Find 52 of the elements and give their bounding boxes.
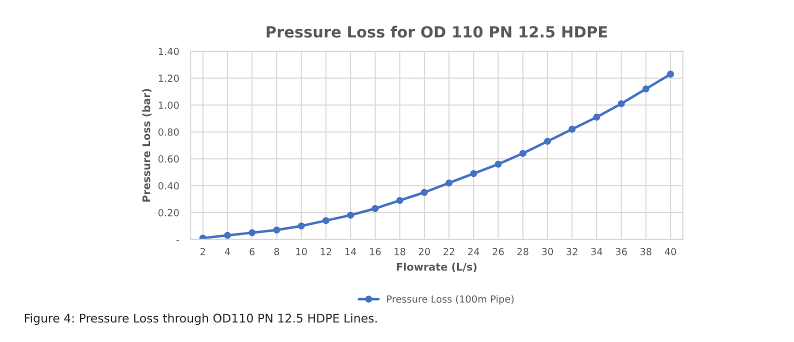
legend-label: Pressure Loss (100m Pipe) [387,295,514,305]
point [470,170,478,178]
x-tick-label: 22 [444,248,454,256]
x-tick-label: 10 [296,248,307,256]
y-axis-title: Pressure Loss (bar) [142,89,152,202]
x-tick-label: 12 [320,248,332,256]
point [568,126,576,133]
point [347,212,354,219]
point [519,150,526,157]
point [642,85,650,92]
y-tick-label: 1.00 [158,102,179,109]
x-tick-label: 2 [200,248,205,256]
y-tick-label: 0.60 [158,155,179,163]
x-tick-label: 4 [224,248,230,256]
point [322,217,330,224]
x-tick-label: 20 [418,248,430,256]
y-tick-label: - [176,240,179,241]
x-tick-label: 18 [394,248,406,256]
point [224,232,231,239]
x-tick-label: 34 [591,248,602,256]
point [494,160,502,168]
x-tick-label: 6 [250,248,255,256]
x-tick-label: 26 [492,248,504,256]
x-tick-label: 28 [517,248,528,256]
x-tick-label: 14 [345,248,356,256]
x-axis-title: Flowrate (L/s) [396,262,477,272]
point [593,114,600,121]
y-tick-label: 0.20 [158,209,179,216]
y-tick-label: 0.80 [158,128,179,136]
x-tick-label: 32 [566,248,578,256]
chart-title: Pressure Loss for OD 110 PN 12.5 HDPE [266,26,607,38]
point [667,70,674,78]
x-tick-label: 38 [640,248,652,256]
x-tick-label: 16 [370,248,381,256]
y-tick-label: 1.40 [158,48,179,56]
y-tick-label: 1.20 [158,74,179,82]
y-tick-label: 0.40 [158,182,179,190]
point [618,100,625,108]
point [446,179,452,186]
point [396,196,404,204]
point [298,222,305,230]
x-tick-label: 8 [274,248,280,256]
point [273,226,280,234]
point [248,229,256,236]
point [420,188,428,196]
x-tick-label: 36 [616,248,627,256]
x-tick-label: 30 [542,248,554,256]
point [372,205,379,212]
x-tick-label: 24 [468,248,480,256]
point [544,138,551,145]
caption: Figure 4: Pressure Loss through OD110 PN 12.5 HDPE Lines. [24,313,377,325]
x-tick-label: 40 [664,248,676,256]
